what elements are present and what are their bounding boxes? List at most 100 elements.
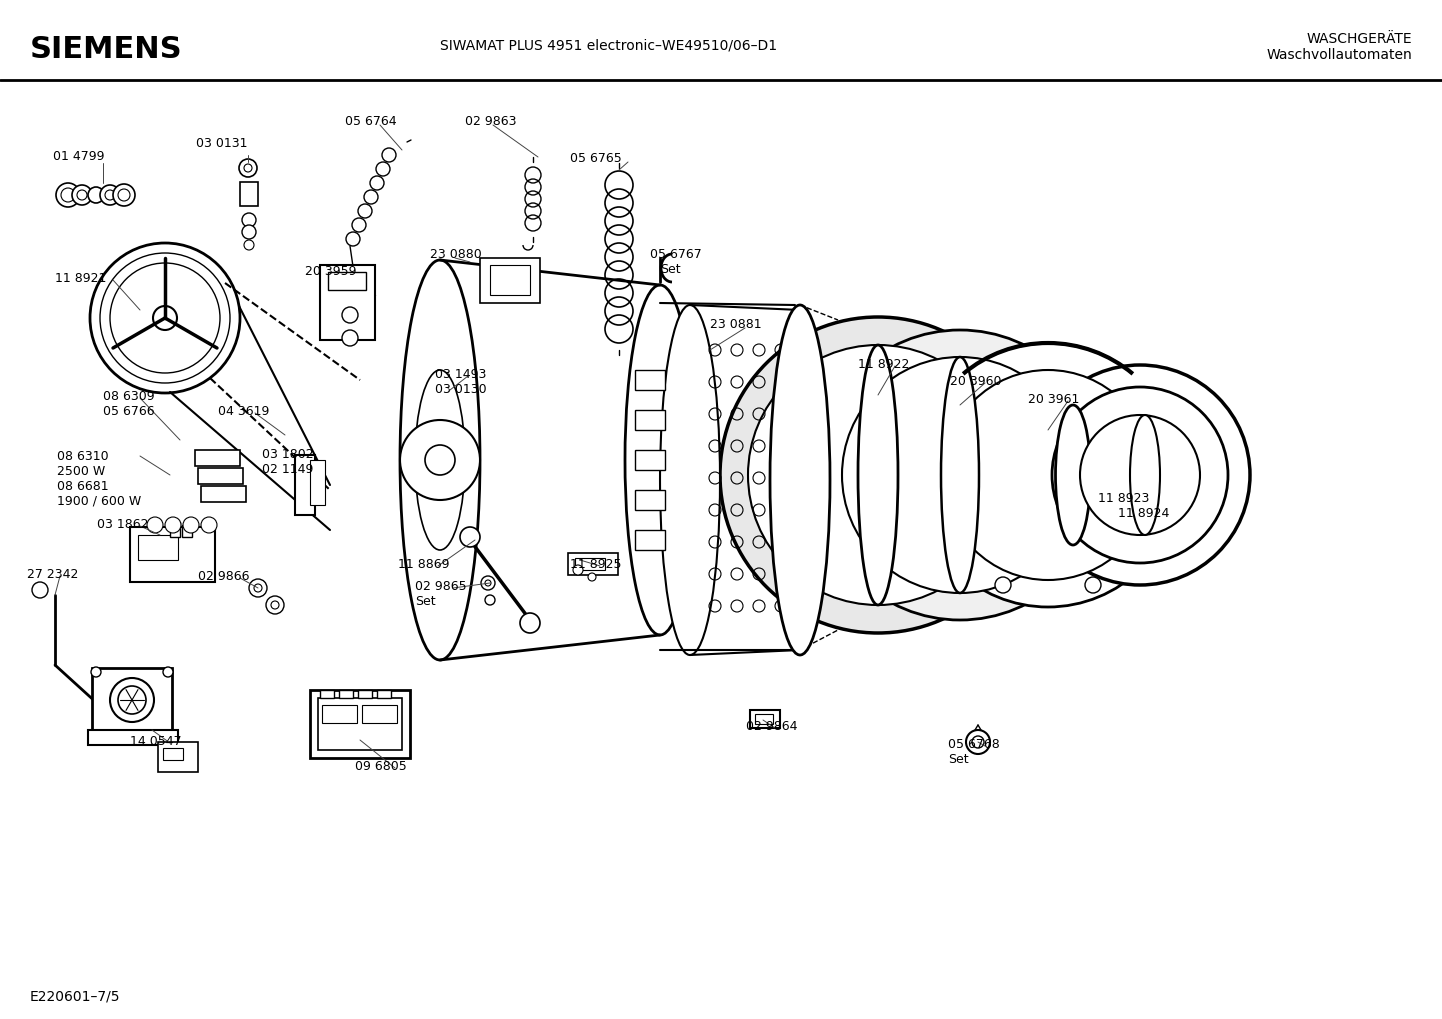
Bar <box>239 182 258 206</box>
Circle shape <box>110 678 154 722</box>
Circle shape <box>163 667 173 677</box>
Circle shape <box>153 306 177 330</box>
Circle shape <box>1080 415 1200 535</box>
Text: 05 6768: 05 6768 <box>947 738 999 751</box>
Bar <box>163 748 183 760</box>
Circle shape <box>242 213 257 227</box>
Bar <box>339 690 353 698</box>
Ellipse shape <box>624 285 695 635</box>
Text: Set: Set <box>660 263 681 276</box>
Text: 2500 W: 2500 W <box>58 465 105 478</box>
Circle shape <box>995 577 1011 593</box>
Text: 11 8869: 11 8869 <box>398 558 450 571</box>
Bar <box>362 705 397 723</box>
Bar <box>327 272 366 290</box>
Bar <box>634 530 665 550</box>
Bar <box>490 265 531 294</box>
Text: 11 8924: 11 8924 <box>1118 507 1169 520</box>
Text: 11 8922: 11 8922 <box>858 358 910 371</box>
Circle shape <box>842 357 1079 593</box>
Text: 20 3960: 20 3960 <box>950 375 1002 388</box>
Ellipse shape <box>770 305 831 655</box>
Circle shape <box>88 187 104 203</box>
Bar <box>159 742 198 772</box>
Text: 05 6767: 05 6767 <box>650 248 702 261</box>
Bar <box>634 410 665 430</box>
Ellipse shape <box>942 357 979 593</box>
Circle shape <box>265 596 284 614</box>
Text: 02 9866: 02 9866 <box>198 570 249 583</box>
Bar <box>480 258 539 303</box>
Text: 20 3959: 20 3959 <box>306 265 356 278</box>
Circle shape <box>1030 365 1250 585</box>
Circle shape <box>943 370 1154 580</box>
Bar <box>198 468 244 484</box>
Text: 27 2342: 27 2342 <box>27 568 78 581</box>
Bar <box>195 450 239 466</box>
Text: 23 0881: 23 0881 <box>709 318 761 331</box>
Text: 11 8923: 11 8923 <box>1097 492 1149 505</box>
Bar <box>634 490 665 510</box>
Bar <box>634 370 665 390</box>
Circle shape <box>91 667 101 677</box>
Circle shape <box>342 307 358 323</box>
Bar <box>130 527 215 582</box>
Bar <box>182 525 192 537</box>
Text: 03 1802: 03 1802 <box>262 448 313 461</box>
Circle shape <box>147 517 163 533</box>
Bar <box>756 714 773 725</box>
Circle shape <box>242 225 257 239</box>
Text: Set: Set <box>947 753 969 766</box>
Bar <box>634 450 665 470</box>
Bar <box>296 455 314 515</box>
Text: 1900 / 600 W: 1900 / 600 W <box>58 495 141 508</box>
Bar <box>138 535 177 560</box>
Bar <box>568 553 619 575</box>
Circle shape <box>1053 387 1229 564</box>
Text: Set: Set <box>415 595 435 608</box>
Text: 08 6310: 08 6310 <box>58 450 108 463</box>
Bar <box>319 698 402 750</box>
Text: 05 6766: 05 6766 <box>102 405 154 418</box>
Text: 02 9865: 02 9865 <box>415 580 467 593</box>
Text: 03 1493: 03 1493 <box>435 368 486 381</box>
Text: 09 6805: 09 6805 <box>355 760 407 773</box>
Circle shape <box>815 330 1105 620</box>
Circle shape <box>720 317 1035 633</box>
Ellipse shape <box>1131 415 1159 535</box>
Text: 08 6681: 08 6681 <box>58 480 108 493</box>
Ellipse shape <box>858 345 898 605</box>
Text: SIEMENS: SIEMENS <box>30 35 183 64</box>
Circle shape <box>89 243 239 393</box>
Ellipse shape <box>1056 405 1090 545</box>
Bar <box>92 668 172 733</box>
Circle shape <box>249 579 267 597</box>
Ellipse shape <box>399 260 480 660</box>
Bar <box>310 460 324 505</box>
Text: 03 0131: 03 0131 <box>196 137 248 150</box>
Text: 20 3961: 20 3961 <box>1028 393 1080 406</box>
Circle shape <box>460 527 480 547</box>
Text: 11 8925: 11 8925 <box>570 558 622 571</box>
Circle shape <box>399 420 480 500</box>
Text: 23 0880: 23 0880 <box>430 248 482 261</box>
Bar <box>575 558 606 570</box>
Circle shape <box>200 517 216 533</box>
Ellipse shape <box>660 305 720 655</box>
Text: 04 3619: 04 3619 <box>218 405 270 418</box>
Circle shape <box>112 184 136 206</box>
Text: E220601–7/5: E220601–7/5 <box>30 990 121 1004</box>
Text: 02 9863: 02 9863 <box>464 115 516 128</box>
Circle shape <box>99 185 120 205</box>
Text: Waschvollautomaten: Waschvollautomaten <box>1266 48 1412 62</box>
Circle shape <box>342 330 358 346</box>
Circle shape <box>482 576 495 590</box>
Circle shape <box>32 582 48 598</box>
Circle shape <box>748 345 1008 605</box>
Circle shape <box>916 343 1180 607</box>
Circle shape <box>485 595 495 605</box>
Text: 03 0130: 03 0130 <box>435 383 486 396</box>
Text: 05 6764: 05 6764 <box>345 115 397 128</box>
Bar <box>88 730 177 745</box>
Bar <box>320 265 375 340</box>
